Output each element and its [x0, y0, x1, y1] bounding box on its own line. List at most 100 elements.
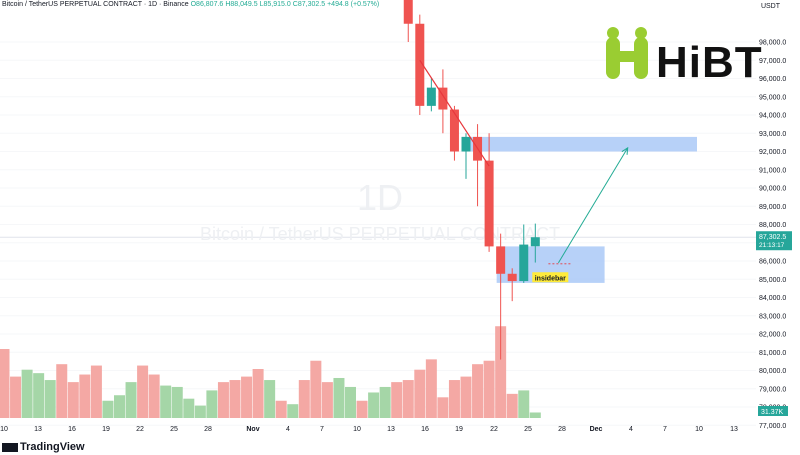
time-tick-1: 13 — [34, 426, 42, 433]
bar-countdown: 21:13:17 — [759, 242, 785, 249]
candle-body-3[interactable] — [438, 87, 448, 110]
brand-name: HiBT — [656, 38, 763, 85]
price-tick-8: 85,000.0 — [759, 277, 786, 284]
time-tick-4: 22 — [136, 426, 144, 433]
ohlc-low: L85,915.0 — [259, 1, 291, 8]
trendline[interactable] — [419, 59, 490, 167]
time-tick-7: Nov — [246, 426, 259, 433]
volume-bar-24 — [275, 400, 287, 418]
symbol-header: Bitcoin / TetherUS PERPETUAL CONTRACT · … — [2, 1, 379, 8]
price-tick-7: 84,000.0 — [759, 295, 786, 302]
volume-bar-15 — [171, 386, 183, 418]
price-axis[interactable]: 77,000.078,000.079,000.080,000.081,000.0… — [756, 0, 800, 432]
volume-bar-43 — [495, 326, 507, 418]
time-tick-0: 10 — [0, 426, 8, 433]
volume-bar-46 — [529, 412, 541, 418]
time-tick-6: 28 — [204, 426, 212, 433]
candle-body-7[interactable] — [484, 160, 494, 247]
price-tick-0: 77,000.0 — [759, 423, 786, 430]
price-tick-17: 94,000.0 — [759, 113, 786, 120]
watermark-interval: 1D — [357, 177, 403, 218]
tradingview-label: TradingView — [20, 441, 85, 453]
volume-bar-30 — [345, 386, 356, 418]
time-axis[interactable]: 10 13 16 19 22 25 28 Nov 4 7 10 13 16 19 22 25 28 Dec 4 7 10… — [0, 426, 738, 433]
price-tick-18: 95,000.0 — [759, 94, 786, 101]
ohlc-high: H88,049.5 — [225, 1, 258, 8]
price-tick-4: 81,000.0 — [759, 350, 786, 357]
candle-body-10[interactable] — [519, 244, 529, 282]
volume-bar-11 — [125, 382, 137, 418]
tradingview-logo[interactable]: TradingView — [2, 441, 85, 453]
volume-bar-26 — [298, 380, 310, 418]
time-tick-19: 7 — [663, 426, 667, 433]
volume-bar-22 — [252, 369, 264, 418]
candle-layer — [403, 0, 540, 360]
candle-body-4[interactable] — [449, 109, 459, 152]
candle-body-0[interactable] — [403, 0, 413, 24]
price-tick-13: 90,000.0 — [759, 186, 786, 193]
candle-body-11[interactable] — [530, 237, 540, 247]
last-volume-tag — [758, 406, 788, 416]
time-tick-18: 4 — [629, 426, 633, 433]
volume-bar-33 — [379, 386, 391, 418]
time-tick-17: Dec — [590, 426, 603, 433]
time-tick-2: 16 — [68, 426, 76, 433]
volume-bar-45 — [518, 390, 530, 418]
symbol-name: Bitcoin / TetherUS PERPETUAL CONTRACT · … — [2, 1, 189, 8]
candle-body-8[interactable] — [496, 246, 506, 274]
price-tick-16: 93,000.0 — [759, 131, 786, 138]
volume-bar-34 — [391, 382, 403, 418]
volume-bar-40 — [460, 376, 472, 418]
price-tick-19: 96,000.0 — [759, 76, 786, 83]
volume-bar-42 — [483, 360, 495, 418]
time-tick-14: 22 — [490, 426, 498, 433]
volume-bar-27 — [310, 360, 322, 418]
volume-bar-7 — [79, 374, 91, 418]
support-zone-0[interactable] — [462, 136, 697, 152]
volume-bar-8 — [90, 365, 102, 418]
volume-bar-23 — [264, 380, 276, 418]
grid-layer — [0, 41, 756, 426]
volume-bar-36 — [414, 369, 426, 418]
volume-bar-5 — [56, 364, 68, 418]
hibt-logo-mark: HiBT — [606, 27, 763, 87]
candle-body-5[interactable] — [461, 136, 471, 152]
last-price-tag — [756, 231, 792, 251]
time-tick-3: 19 — [102, 426, 110, 433]
ohlc-change: +494.8 (+0.57%) — [327, 1, 380, 8]
arrow-head — [621, 146, 629, 155]
candle-body-9[interactable] — [507, 273, 517, 282]
volume-bar-17 — [194, 405, 206, 418]
volume-bar-19 — [217, 382, 229, 418]
price-tick-2: 79,000.0 — [759, 386, 786, 393]
watermark-layer: 1D Bitcoin / TetherUS PERPETUAL CONTRACT — [200, 177, 560, 244]
time-tick-12: 16 — [421, 426, 429, 433]
time-tick-21: 13 — [730, 426, 738, 433]
volume-bar-44 — [506, 393, 518, 418]
candle-body-2[interactable] — [426, 87, 436, 106]
price-axis-bg — [756, 0, 800, 432]
time-tick-20: 10 — [695, 426, 703, 433]
time-tick-9: 7 — [320, 426, 324, 433]
volume-bar-9 — [102, 400, 114, 418]
price-tick-5: 82,000.0 — [759, 332, 786, 339]
ohlc-close: C87,302.5 — [292, 1, 326, 8]
volume-bar-12 — [137, 365, 149, 418]
candle-body-1[interactable] — [415, 23, 425, 106]
price-tick-9: 86,000.0 — [759, 259, 786, 266]
time-tick-8: 4 — [286, 426, 290, 433]
volume-bar-14 — [160, 385, 172, 418]
volume-bar-41 — [472, 364, 484, 418]
last-price-value: 87,302.5 — [759, 234, 786, 241]
watermark-symbol: Bitcoin / TetherUS PERPETUAL CONTRACT — [200, 224, 560, 244]
volume-bar-38 — [437, 397, 449, 418]
insidebar-label[interactable]: insidebar — [535, 275, 566, 282]
time-tick-15: 25 — [524, 426, 532, 433]
volume-bar-10 — [114, 395, 125, 418]
time-tick-13: 19 — [455, 426, 463, 433]
price-tick-12: 89,000.0 — [759, 204, 786, 211]
time-tick-5: 25 — [170, 426, 178, 433]
projection-arrow[interactable] — [557, 147, 629, 264]
time-tick-10: 10 — [353, 426, 361, 433]
